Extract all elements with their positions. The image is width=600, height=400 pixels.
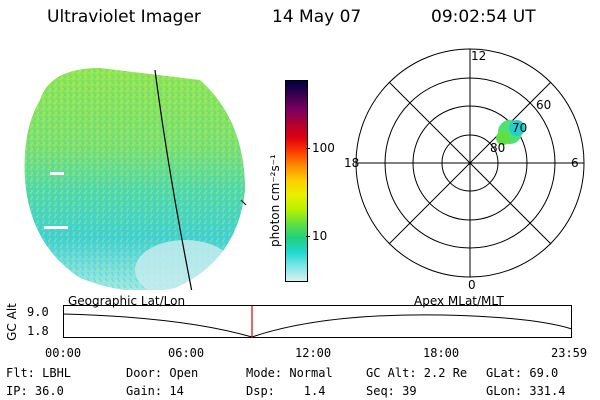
- lat-label-60: 60: [536, 98, 551, 112]
- apex-caption: Apex MLat/MLT: [414, 294, 504, 308]
- date-label: 14 May 07: [272, 7, 362, 27]
- seq-status: Seq: 39: [366, 384, 417, 398]
- colorbar-unit-label: photon cm⁻²s⁻¹: [268, 154, 282, 247]
- x-tick-0600: 06:00: [168, 346, 205, 360]
- x-tick-0000: 00:00: [45, 346, 82, 360]
- y-tick-1-8: 1.8: [27, 324, 49, 338]
- aurora-patch: [496, 120, 525, 145]
- ip-status: IP: 36.0: [6, 384, 64, 398]
- imager-title: Ultraviolet Imager: [47, 7, 201, 27]
- geographic-caption: Geographic Lat/Lon: [68, 294, 186, 308]
- gc-alt-axis-title: GC Alt: [4, 303, 19, 341]
- colorbar: [285, 80, 308, 282]
- glon-status: GLon: 331.4: [486, 384, 566, 398]
- gc-alt-timeline: [63, 305, 573, 338]
- x-tick-2359: 23:59: [551, 346, 588, 360]
- uv-earth-image: [24, 68, 247, 290]
- colorbar-tick-10: 10: [312, 229, 328, 243]
- mlt-label-6: 6: [571, 156, 579, 170]
- terminator-line: [154, 69, 193, 290]
- mlt-label-18: 18: [344, 156, 359, 170]
- gc-alt-status: GC Alt: 2.2 Re: [366, 366, 468, 380]
- gain-status: Gain: 14: [126, 384, 184, 398]
- dsp-status: Dsp: 1.4: [246, 384, 326, 398]
- lat-label-70: 70: [512, 121, 527, 135]
- mode-status: Mode: Normal: [246, 366, 333, 380]
- mlt-label-12: 12: [471, 49, 486, 63]
- x-tick-1200: 12:00: [295, 346, 332, 360]
- colorbar-tick-100: 100: [312, 141, 335, 155]
- filter-status: Flt: LBHL: [6, 366, 72, 380]
- altitude-curve: [63, 313, 573, 338]
- lat-label-80: 80: [490, 141, 505, 155]
- glat-status: GLat: 69.0: [486, 366, 559, 380]
- polar-plot: 12 18 6 0 60 70 80: [344, 48, 585, 290]
- image-gap: [50, 172, 64, 175]
- y-tick-9: 9.0: [27, 305, 49, 319]
- time-label: 09:02:54 UT: [431, 7, 536, 27]
- x-tick-1800: 18:00: [423, 346, 460, 360]
- image-gap: [44, 226, 68, 229]
- mlt-label-0: 0: [468, 278, 476, 290]
- door-status: Door: Open: [126, 366, 199, 380]
